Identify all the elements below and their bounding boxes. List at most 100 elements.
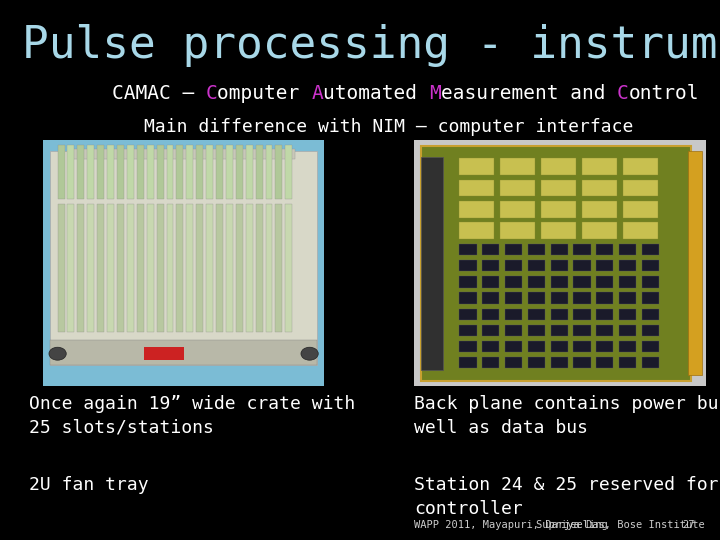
Bar <box>50 340 317 364</box>
Bar <box>642 308 659 320</box>
Bar <box>574 260 590 272</box>
Bar <box>574 357 590 368</box>
Bar <box>541 201 576 218</box>
Bar <box>459 308 477 320</box>
Bar <box>421 146 691 381</box>
Circle shape <box>49 347 66 360</box>
Bar <box>275 145 282 199</box>
Bar <box>642 292 659 303</box>
Bar <box>582 158 617 176</box>
Bar <box>528 276 545 287</box>
Bar <box>642 260 659 272</box>
Bar <box>459 341 477 352</box>
Bar <box>541 158 576 176</box>
Bar <box>117 204 124 332</box>
Text: omputer: omputer <box>217 84 311 103</box>
Bar <box>541 179 576 197</box>
Bar <box>459 357 477 368</box>
Bar <box>642 357 659 368</box>
Text: Back plane contains power bus as
well as data bus: Back plane contains power bus as well as… <box>414 395 720 437</box>
Bar <box>459 179 494 197</box>
Bar <box>596 325 613 336</box>
Bar <box>551 341 568 352</box>
Bar <box>619 357 636 368</box>
Bar <box>459 276 477 287</box>
Bar <box>256 145 263 199</box>
Bar <box>256 204 263 332</box>
Text: Supriya Das, Bose Institute: Supriya Das, Bose Institute <box>536 520 705 530</box>
Bar <box>619 260 636 272</box>
Text: ontrol: ontrol <box>629 84 699 103</box>
Bar <box>246 145 253 199</box>
Bar <box>596 244 613 255</box>
Bar <box>505 276 522 287</box>
Bar <box>596 357 613 368</box>
Text: utomated: utomated <box>323 84 429 103</box>
Bar <box>97 145 104 199</box>
Bar <box>574 276 590 287</box>
Bar <box>619 244 636 255</box>
Bar <box>459 201 494 218</box>
Bar <box>226 145 233 199</box>
Bar <box>117 145 124 199</box>
Bar <box>107 204 114 332</box>
Bar <box>157 145 163 199</box>
Bar <box>246 204 253 332</box>
Bar <box>176 145 184 199</box>
Bar <box>216 204 223 332</box>
Bar <box>596 276 613 287</box>
Bar <box>624 201 658 218</box>
Bar <box>500 158 535 176</box>
Bar <box>551 292 568 303</box>
Bar <box>505 260 522 272</box>
Bar <box>574 308 590 320</box>
Bar <box>186 204 193 332</box>
Bar <box>528 325 545 336</box>
Text: CAMAC –: CAMAC – <box>112 84 206 103</box>
Bar <box>459 325 477 336</box>
Bar <box>505 292 522 303</box>
Bar <box>206 145 213 199</box>
Bar <box>574 325 590 336</box>
Bar <box>642 325 659 336</box>
Bar <box>574 341 590 352</box>
Bar <box>551 308 568 320</box>
Bar <box>459 292 477 303</box>
Bar <box>528 260 545 272</box>
Bar <box>619 308 636 320</box>
Bar <box>78 145 84 199</box>
Bar <box>574 292 590 303</box>
Bar <box>166 145 174 199</box>
Bar <box>68 204 74 332</box>
Bar <box>596 260 613 272</box>
Bar <box>285 145 292 199</box>
Bar <box>528 341 545 352</box>
Bar <box>166 204 174 332</box>
Bar <box>596 341 613 352</box>
Bar <box>619 276 636 287</box>
Bar <box>582 179 617 197</box>
Bar <box>127 145 134 199</box>
Text: C: C <box>206 84 217 103</box>
Bar <box>58 204 65 332</box>
Bar <box>582 201 617 218</box>
Bar <box>541 222 576 239</box>
Bar <box>482 276 500 287</box>
Bar <box>505 341 522 352</box>
Bar <box>421 157 443 370</box>
Bar <box>688 151 702 375</box>
Bar <box>459 244 477 255</box>
Bar <box>642 276 659 287</box>
Bar <box>505 244 522 255</box>
Bar <box>176 204 184 332</box>
Bar <box>50 151 317 364</box>
Bar <box>505 308 522 320</box>
Bar <box>186 145 193 199</box>
Bar <box>72 148 295 159</box>
Bar <box>551 276 568 287</box>
Text: A: A <box>311 84 323 103</box>
Bar <box>236 145 243 199</box>
Bar <box>642 341 659 352</box>
Bar <box>459 260 477 272</box>
Bar <box>624 222 658 239</box>
